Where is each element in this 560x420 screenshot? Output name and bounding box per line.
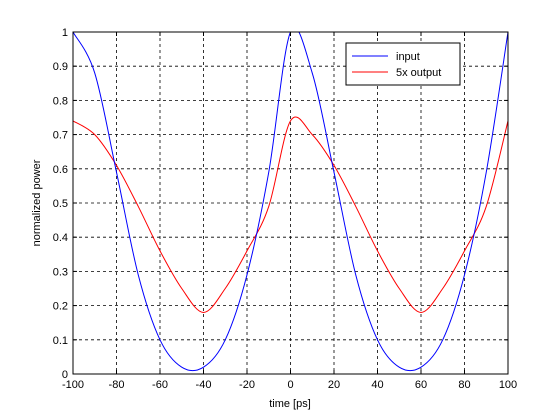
x-tick-label: 60 (415, 379, 427, 391)
series-line-output (73, 116, 508, 313)
axis-ticks: -100 -80 -60 -40 -20 0 20 40 60 80 100 0 0.1 0.2 0.3 0.… (53, 27, 517, 391)
x-axis-label: time [ps] (269, 398, 311, 410)
series-line-input (73, 32, 508, 372)
data-series (73, 32, 508, 372)
y-tick-label: 0.7 (53, 130, 68, 142)
y-axis-label: normalized power (31, 159, 43, 246)
x-tick-label: -60 (152, 379, 168, 391)
legend-label-1: 5x output (396, 67, 441, 79)
x-tick-label: -100 (62, 379, 84, 391)
x-tick-label: -80 (109, 379, 125, 391)
y-tick-label: 0.3 (53, 266, 68, 278)
x-tick-label: 80 (458, 379, 470, 391)
y-tick-label: 0.9 (53, 61, 68, 73)
y-tick-label: 0.1 (53, 335, 68, 347)
x-tick-label: 40 (371, 379, 383, 391)
y-tick-label: 0.4 (53, 232, 68, 244)
y-tick-label: 0 (62, 369, 68, 381)
y-tick-label: 0.2 (53, 301, 68, 313)
y-tick-label: 0.6 (53, 164, 68, 176)
y-tick-label: 1 (62, 27, 68, 39)
x-tick-label: 0 (287, 379, 293, 391)
x-tick-label: 20 (328, 379, 340, 391)
grid (73, 32, 508, 374)
x-tick-label: -40 (196, 379, 212, 391)
legend: input 5x output (345, 42, 461, 86)
y-tick-label: 0.8 (53, 95, 68, 107)
y-tick-label: 0.5 (53, 198, 68, 210)
x-tick-label: 100 (499, 379, 517, 391)
legend-label-0: input (396, 51, 420, 63)
x-tick-label: -20 (239, 379, 255, 391)
legend-box (345, 42, 461, 86)
